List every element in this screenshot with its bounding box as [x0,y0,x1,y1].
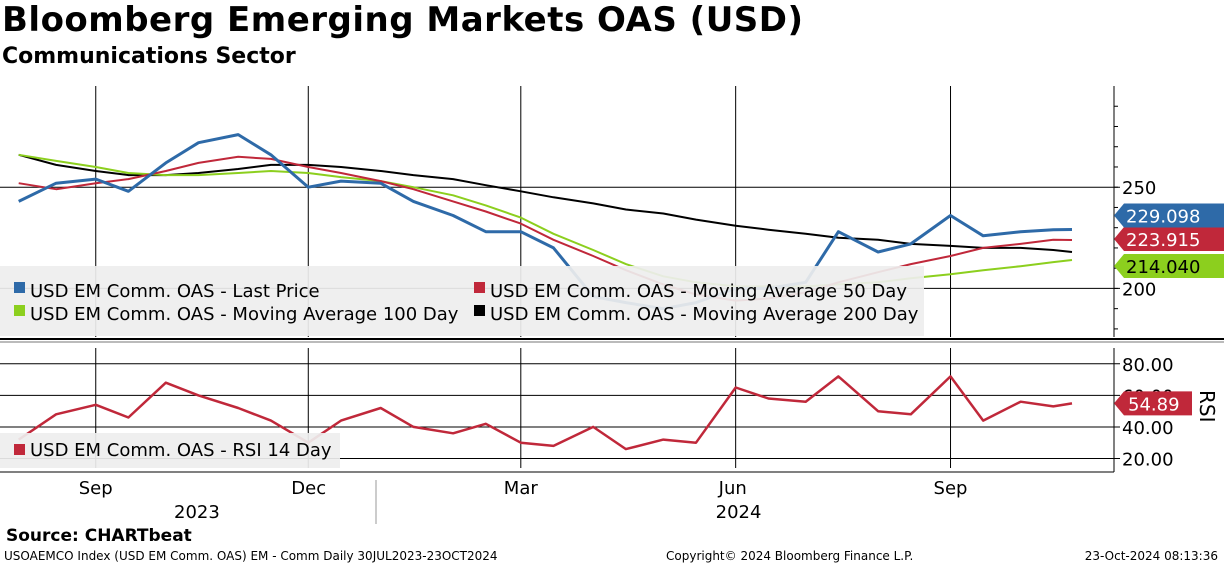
last-tag-ma100: 214.040 [1126,257,1200,278]
series-line-ma200 [18,153,1073,253]
y-tick-rsi-3: 20.00 [1122,450,1174,471]
chart-subtitle: Communications Sector [2,44,296,69]
series-line-rsi [17,375,1073,451]
x-tick-label: Sep [934,478,968,499]
last-tag-last-price-bg [1114,203,1224,228]
y-tick-main-1: 200 [1122,279,1156,300]
x-tick-label: Sep [79,478,113,499]
x-year-label: 2024 [716,502,762,523]
x-year-label: 2023 [174,502,220,523]
last-tag-rsi-bg [1114,391,1192,416]
legend-label-last_price: USD EM Comm. OAS - Last Price [30,281,320,302]
last-tag-ma50-bg [1114,227,1224,252]
legend-swatch-ma100 [14,305,25,316]
y-tick-rsi-0: 80.00 [1122,355,1174,376]
copyright-note: Copyright© 2024 Bloomberg Finance L.P. [666,549,914,563]
series-line-ma50 [18,155,1073,302]
chart-title: Bloomberg Emerging Markets OAS (USD) [2,0,804,40]
rsi-axis-label: RSI [1195,390,1219,423]
last-tag-rsi: 54.89 [1128,394,1180,415]
legend-label-rsi: USD EM Comm. OAS - RSI 14 Day [30,440,332,461]
source-note: Source: CHARTbeat [6,526,192,546]
timestamp: 23-Oct-2024 08:13:36 [1084,549,1218,563]
legend-swatch-ma50 [474,282,485,293]
oas-chart: 25020080.0060.0040.0020.00223.915229.098… [0,86,1224,524]
last-tag-last-price: 229.098 [1126,207,1200,228]
x-tick-label: Jun [718,478,747,499]
legend-main-bg [0,266,924,336]
last-tag-ma100-bg [1114,254,1224,278]
last-tag-ma50: 223.915 [1126,230,1200,251]
legend-label-ma200: USD EM Comm. OAS - Moving Average 200 Da… [490,304,919,325]
y-tick-main-0: 250 [1122,178,1156,199]
legend-rsi-bg [0,433,340,468]
y-tick-rsi-2: 40.00 [1122,418,1174,439]
legend-swatch-ma200 [474,305,485,316]
x-tick-label: Dec [291,478,326,499]
legend-label-ma100: USD EM Comm. OAS - Moving Average 100 Da… [30,304,459,325]
legend-label-ma50: USD EM Comm. OAS - Moving Average 50 Day [490,281,907,302]
legend-swatch-last_price [14,282,25,293]
series-line-last_price [18,133,1073,311]
x-tick-label: Mar [504,478,539,499]
legend-swatch-rsi [14,444,25,455]
ticker-description: USOAEMCO Index (USD EM Comm. OAS) EM - C… [4,549,498,563]
